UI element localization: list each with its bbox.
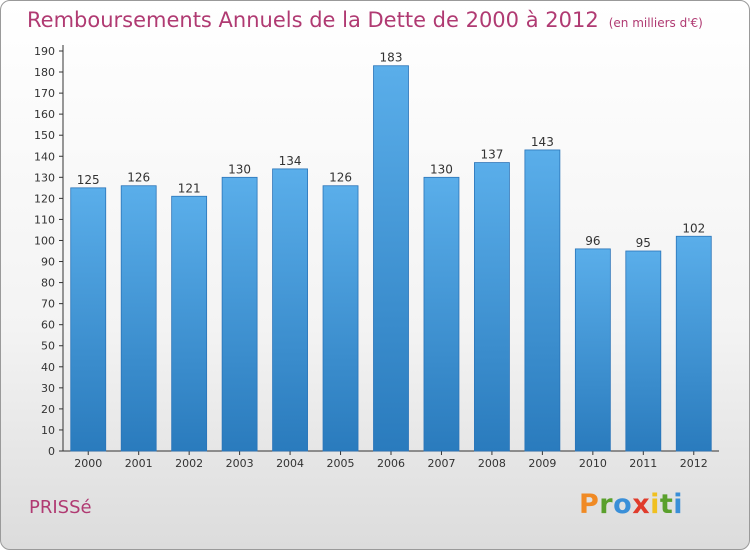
x-tick-label: 2004 — [276, 457, 304, 470]
y-tick-label: 50 — [41, 340, 55, 353]
bar-value-label: 130 — [430, 162, 453, 176]
chart-title-text: Remboursements Annuels de la Dette de 20… — [27, 8, 599, 32]
bar — [171, 195, 208, 452]
logo-letter: P — [579, 489, 600, 520]
x-tick-label: 2000 — [74, 457, 102, 470]
logo-letter: t — [659, 489, 674, 520]
y-tick-label: 150 — [34, 129, 55, 142]
y-tick-label: 40 — [41, 361, 55, 374]
y-tick-label: 70 — [41, 298, 55, 311]
bar — [625, 250, 662, 452]
bar — [120, 185, 157, 452]
bar-value-label: 121 — [178, 181, 201, 195]
bar-value-label: 183 — [380, 51, 403, 65]
y-tick-label: 110 — [34, 213, 55, 226]
x-tick-label: 2003 — [226, 457, 254, 470]
bar-value-label: 126 — [329, 171, 352, 185]
y-tick-label: 120 — [34, 192, 55, 205]
bar — [675, 235, 712, 452]
logo-letter: r — [599, 489, 614, 520]
bar-value-label: 137 — [480, 148, 503, 162]
y-tick-label: 0 — [48, 445, 55, 458]
bar-value-label: 96 — [585, 234, 600, 248]
bar — [221, 176, 258, 452]
x-tick-label: 2010 — [579, 457, 607, 470]
logo-letter: i — [650, 489, 660, 520]
x-tick-label: 2002 — [175, 457, 203, 470]
logo-letter: i — [673, 489, 684, 520]
logo-letter: x — [632, 489, 651, 520]
x-tick-label: 2009 — [528, 457, 556, 470]
bar — [322, 185, 359, 452]
chart-title: Remboursements Annuels de la Dette de 20… — [27, 8, 703, 32]
y-tick-label: 130 — [34, 171, 55, 184]
bar-value-label: 102 — [682, 221, 705, 235]
y-tick-label: 20 — [41, 403, 55, 416]
y-tick-label: 190 — [34, 45, 55, 58]
y-tick-label: 60 — [41, 319, 55, 332]
bar — [524, 149, 561, 452]
logo-letter: o — [613, 489, 633, 520]
bar-value-label: 143 — [531, 135, 554, 149]
y-tick-label: 170 — [34, 87, 55, 100]
x-tick-label: 2011 — [629, 457, 657, 470]
bar-value-label: 125 — [77, 173, 100, 187]
y-tick-label: 180 — [34, 66, 55, 79]
place-name: PRISSé — [29, 497, 92, 518]
x-tick-label: 2001 — [125, 457, 153, 470]
y-tick-label: 30 — [41, 382, 55, 395]
bar-value-label: 95 — [636, 236, 651, 250]
bar-value-label: 126 — [127, 171, 150, 185]
bar-value-label: 134 — [279, 154, 302, 168]
bar — [574, 248, 611, 452]
bar — [70, 187, 107, 452]
x-tick-label: 2005 — [327, 457, 355, 470]
y-tick-label: 140 — [34, 150, 55, 163]
y-tick-label: 160 — [34, 108, 55, 121]
bar — [423, 176, 460, 452]
bar — [474, 162, 510, 452]
proxiti-logo[interactable]: Proxiti — [579, 489, 683, 520]
chart-unit: (en milliers d'€) — [608, 16, 703, 30]
x-tick-label: 2012 — [680, 457, 708, 470]
y-tick-label: 90 — [41, 256, 55, 269]
y-tick-label: 80 — [41, 277, 55, 290]
x-tick-label: 2006 — [377, 457, 405, 470]
x-tick-label: 2007 — [427, 457, 455, 470]
bar — [373, 65, 409, 452]
bar — [272, 168, 308, 452]
bar-value-label: 130 — [228, 162, 251, 176]
y-tick-label: 100 — [34, 234, 55, 247]
x-tick-label: 2008 — [478, 457, 506, 470]
y-tick-label: 10 — [41, 424, 55, 437]
